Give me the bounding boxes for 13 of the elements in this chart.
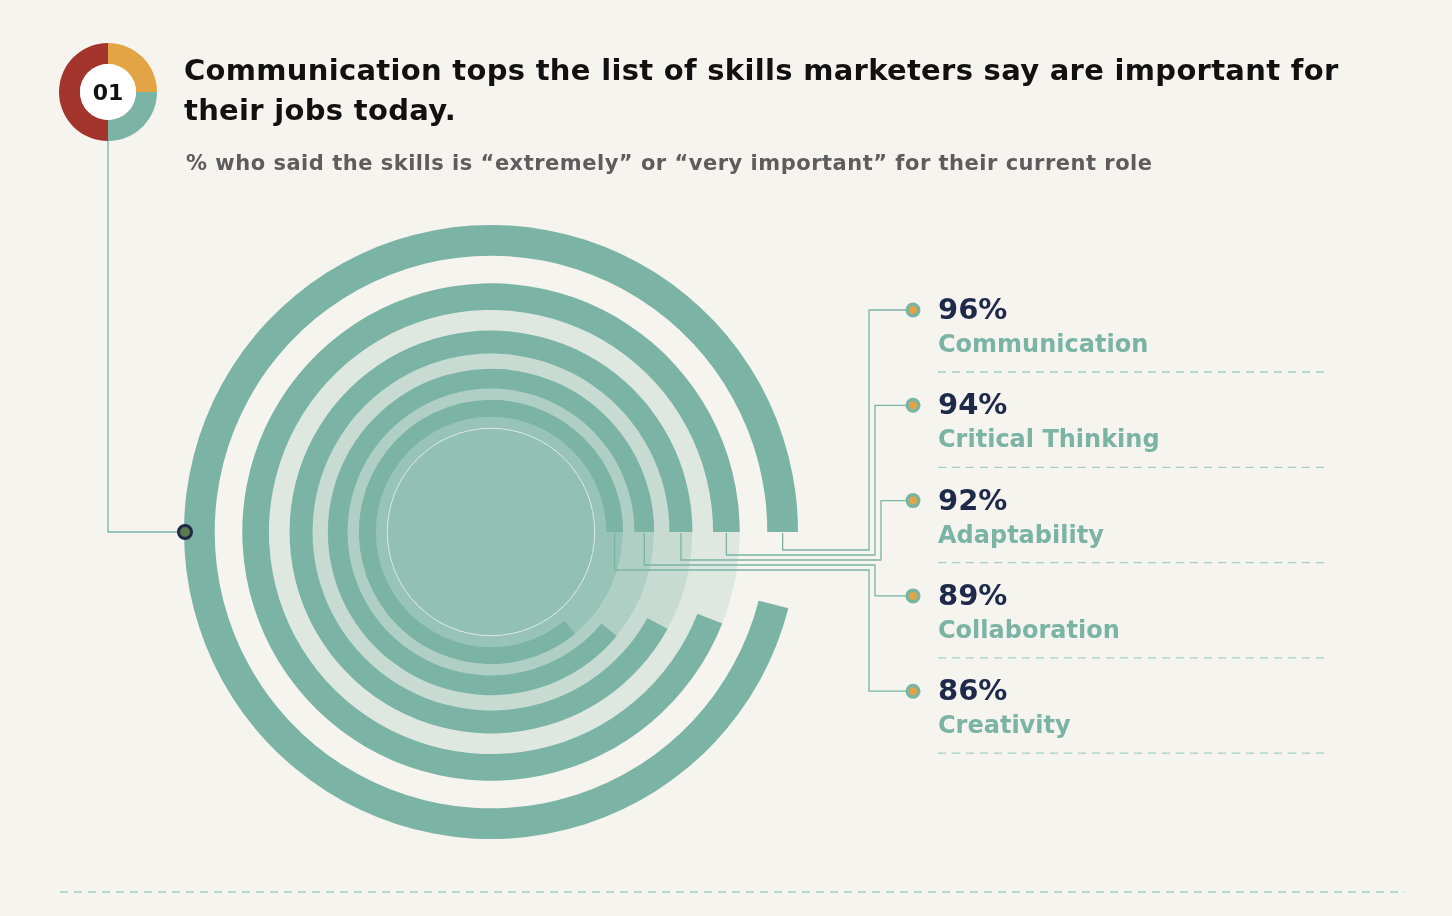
data-label: 96% bbox=[938, 292, 1008, 326]
category-label: Critical Thinking bbox=[938, 425, 1160, 454]
data-label: 86% bbox=[938, 673, 1008, 708]
data-label: 94% bbox=[938, 387, 1008, 422]
data-label: 89% bbox=[938, 577, 1008, 612]
text: 01 bbox=[92, 80, 124, 105]
category-label: Collaboration bbox=[938, 615, 1120, 644]
category-label: Creativity bbox=[938, 711, 1071, 740]
category-label: Communication bbox=[938, 330, 1149, 358]
data-label: 92% bbox=[938, 482, 1008, 517]
text: Communication tops the list of skills marketers say are important for their jobs today. bbox=[184, 52, 1340, 129]
category-label: Adaptability bbox=[938, 520, 1105, 549]
text: % who said the skills is “extremely” or “very important” for their current role bbox=[186, 151, 1153, 175]
